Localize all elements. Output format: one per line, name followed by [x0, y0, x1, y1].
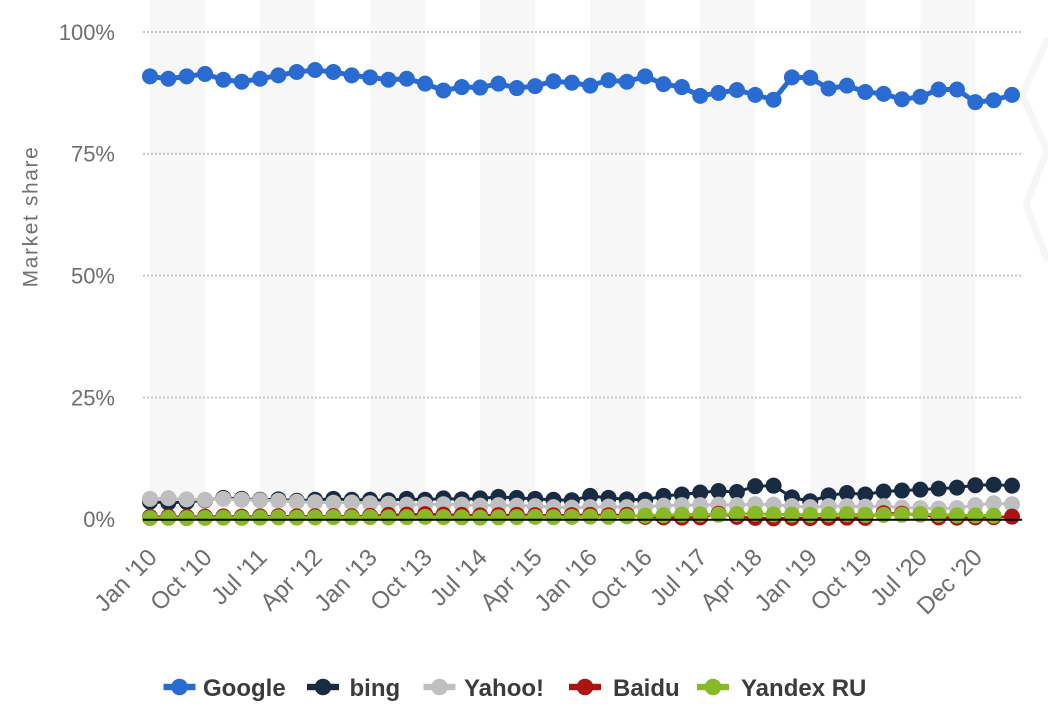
svg-text:Yahoo!: Yahoo! — [464, 675, 544, 702]
svg-text:75%: 75% — [71, 142, 115, 167]
svg-text:Google: Google — [203, 675, 286, 702]
svg-text:25%: 25% — [71, 385, 115, 410]
svg-text:100%: 100% — [59, 20, 115, 45]
svg-text:Baidu: Baidu — [613, 675, 680, 702]
svg-text:50%: 50% — [71, 264, 115, 289]
svg-text:0%: 0% — [83, 507, 115, 532]
svg-text:Market share: Market share — [20, 146, 43, 288]
svg-text:bing: bing — [350, 675, 401, 702]
svg-text:Yandex RU: Yandex RU — [741, 675, 866, 702]
